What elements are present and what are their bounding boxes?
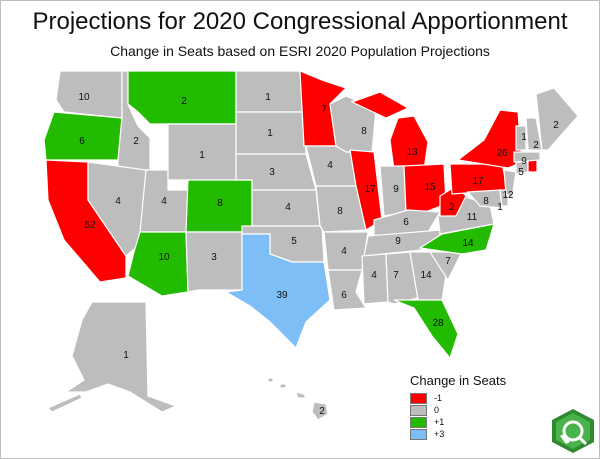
label-oregon: 6 [79, 136, 85, 147]
state-new-mexico [185, 231, 243, 293]
legend-item-zero: 0 [410, 404, 530, 416]
state-vermont [515, 125, 527, 151]
state-hawaii-oahu [279, 383, 287, 389]
label-kansas: 4 [285, 202, 291, 213]
label-arizona: 10 [158, 252, 170, 263]
state-alaska [64, 301, 178, 413]
legend-item-plus3: +3 [410, 428, 530, 440]
state-hawaii-main [311, 401, 329, 421]
legend-label: 0 [434, 405, 440, 415]
label-vermont: 1 [521, 132, 527, 143]
legend-swatch [410, 404, 427, 416]
label-nebraska: 3 [269, 167, 275, 178]
label-wyoming: 1 [199, 150, 205, 161]
label-missouri: 8 [337, 206, 343, 217]
label-texas: 39 [276, 290, 288, 301]
map-title: Projections for 2020 Congressional Appor… [32, 8, 568, 35]
label-pennsylvania: 17 [472, 176, 484, 187]
state-new-jersey [503, 169, 517, 200]
state-maryland [466, 189, 503, 209]
label-maryland: 8 [483, 196, 489, 207]
legend-item-minus1: -1 [410, 392, 530, 404]
state-rhode-island [527, 159, 538, 173]
label-utah: 4 [161, 196, 167, 207]
state-arizona [127, 231, 189, 297]
label-colorado: 8 [217, 198, 223, 209]
state-new-york [456, 109, 523, 169]
esri-logo-icon [552, 409, 594, 453]
label-michigan: 13 [406, 147, 418, 158]
map-legend: Change in Seats -1 0 +1 +3 [410, 373, 530, 440]
label-new-hampshire: 2 [533, 140, 539, 151]
state-ohio [403, 163, 447, 215]
label-nevada: 4 [115, 196, 121, 207]
label-north-dakota: 1 [265, 92, 271, 103]
label-mississippi: 4 [371, 270, 377, 281]
legend-title: Change in Seats [410, 373, 507, 388]
state-oregon [43, 111, 123, 161]
label-south-carolina: 7 [445, 256, 451, 267]
legend-swatch [410, 428, 427, 440]
legend-swatch [410, 416, 427, 428]
label-new-mexico: 3 [211, 252, 217, 263]
label-north-carolina: 14 [462, 238, 474, 249]
label-new-york: 26 [496, 148, 508, 159]
legend-swatch [410, 392, 427, 404]
label-alaska: 1 [123, 350, 129, 361]
state-michigan-up [350, 91, 410, 119]
label-california: 52 [84, 220, 96, 231]
label-kentucky: 6 [403, 217, 409, 228]
map-subtitle: Change in Seats based on ESRI 2020 Popul… [110, 43, 490, 59]
legend-item-plus1: +1 [410, 416, 530, 428]
label-louisiana: 6 [341, 290, 347, 301]
state-missouri [315, 185, 371, 233]
label-massachusetts: 9 [521, 156, 527, 167]
state-north-carolina [418, 223, 495, 255]
legend-label: -1 [434, 393, 443, 403]
legend-label: +3 [434, 429, 445, 439]
state-georgia [409, 251, 447, 301]
legend-label: +1 [434, 417, 445, 427]
label-new-jersey: 12 [502, 190, 514, 201]
label-west-virginia: 2 [449, 202, 455, 213]
label-hawaii: 2 [319, 406, 325, 417]
label-idaho: 2 [133, 136, 139, 147]
state-texas [224, 233, 331, 350]
label-delaware: 1 [497, 202, 503, 213]
state-nevada [87, 161, 147, 257]
state-hawaii-kauai [267, 377, 274, 383]
label-virginia: 11 [467, 212, 478, 223]
label-wisconsin: 8 [361, 126, 367, 137]
label-arkansas: 4 [341, 246, 347, 257]
state-alaska-chain [46, 393, 83, 413]
label-ohio: 15 [424, 182, 436, 193]
state-hawaii-maui [295, 391, 307, 399]
state-florida [393, 299, 459, 360]
label-tennessee: 9 [395, 236, 401, 247]
label-minnesota: 7 [321, 104, 327, 115]
label-washington: 10 [78, 92, 90, 103]
state-louisiana [327, 269, 368, 311]
label-montana: 2 [181, 96, 187, 107]
label-alabama: 7 [393, 270, 399, 281]
state-michigan [389, 115, 429, 171]
state-massachusetts [513, 151, 541, 163]
label-illinois: 17 [364, 184, 376, 195]
state-maine [535, 87, 579, 151]
label-georgia: 14 [420, 270, 432, 281]
label-indiana: 9 [393, 184, 399, 195]
label-south-dakota: 1 [267, 128, 273, 139]
label-connecticut: 5 [518, 167, 524, 178]
label-iowa: 4 [327, 160, 333, 171]
label-florida: 28 [432, 318, 444, 329]
label-maine: 2 [553, 120, 559, 131]
label-oklahoma: 5 [291, 236, 297, 247]
